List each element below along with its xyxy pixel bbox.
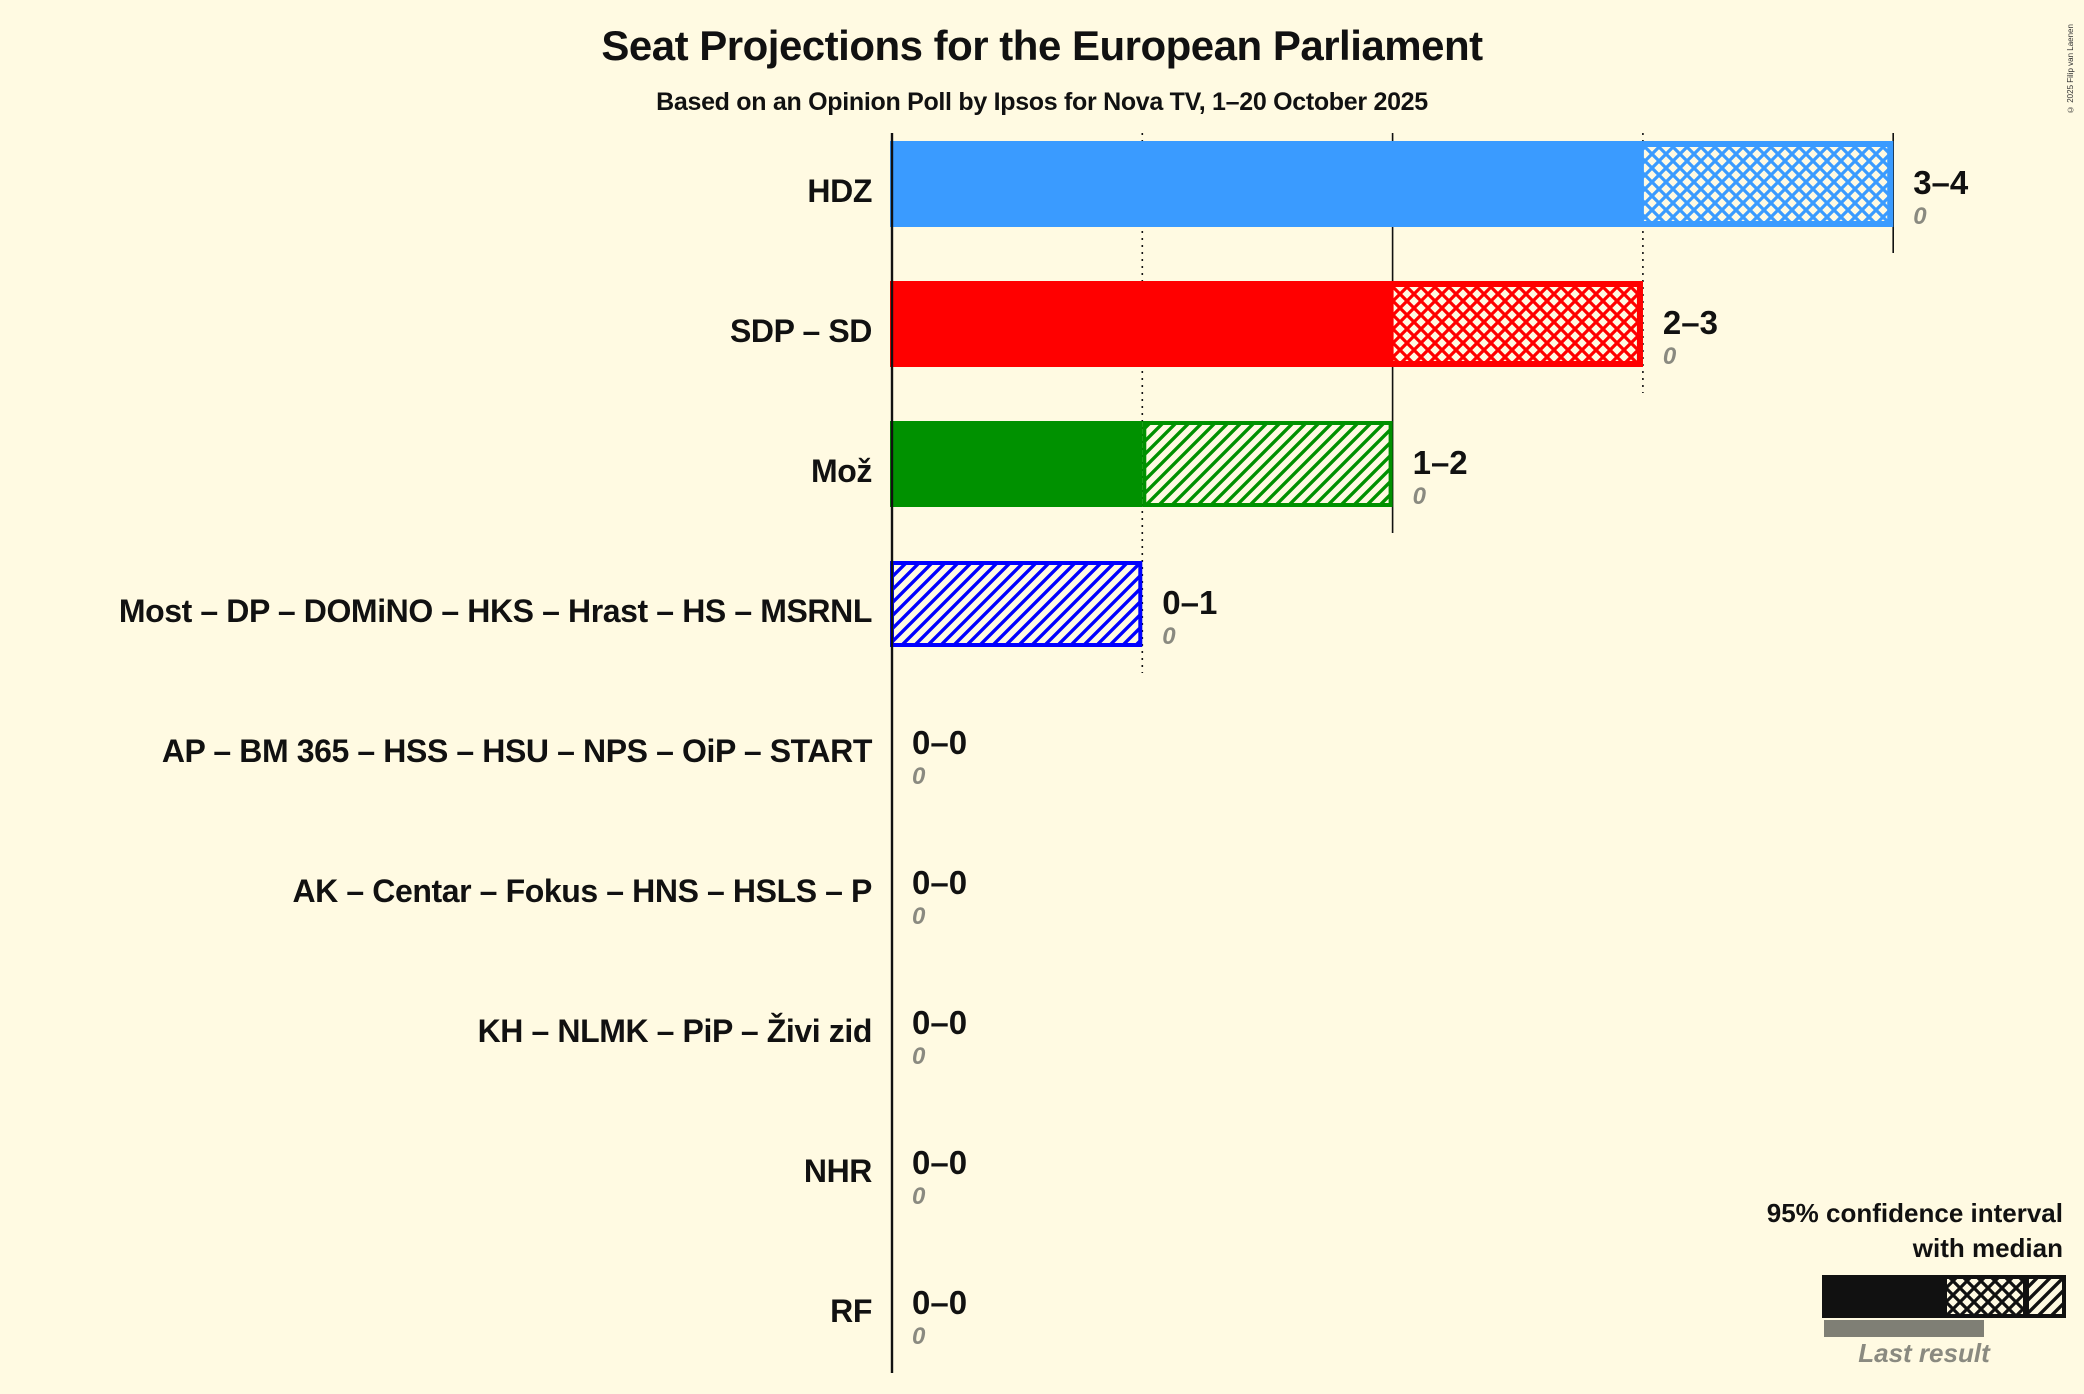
median-bar bbox=[890, 421, 1143, 507]
legend-ci-upper-swatch bbox=[2025, 1275, 2066, 1318]
legend-title: 95% confidence interval with median bbox=[1767, 1196, 2063, 1266]
legend-last-result-label: Last result bbox=[1858, 1338, 1990, 1368]
party-label: SDP – SD bbox=[729, 313, 872, 349]
legend-title-line2: with median bbox=[1912, 1233, 2063, 1263]
party-label: Mož bbox=[810, 453, 872, 489]
range-label: 0–1 bbox=[1162, 584, 1218, 621]
last-result-label: 0 bbox=[912, 763, 926, 790]
legend-median-swatch bbox=[1822, 1275, 1944, 1318]
ci-bar bbox=[1643, 147, 1888, 221]
ci-bar bbox=[890, 561, 1143, 647]
legend-swatch bbox=[1822, 1275, 2066, 1337]
legend-ci-swatch bbox=[1943, 1275, 2027, 1318]
party-label: KH – NLMK – PiP – Živi zid bbox=[477, 1013, 873, 1049]
last-result-label: 0 bbox=[912, 903, 926, 930]
chart-title: Seat Projections for the European Parlia… bbox=[601, 22, 1483, 69]
range-label: 0–0 bbox=[912, 1004, 968, 1041]
bar-row bbox=[890, 281, 1643, 367]
bar-row bbox=[890, 421, 1393, 507]
last-result-label: 0 bbox=[912, 1043, 926, 1070]
bar-row bbox=[890, 561, 1143, 647]
party-label: HDZ bbox=[807, 173, 872, 209]
last-result-label: 0 bbox=[1162, 623, 1176, 650]
range-label: 2–3 bbox=[1662, 304, 1718, 341]
range-label: 3–4 bbox=[1913, 164, 1969, 201]
party-label: NHR bbox=[803, 1153, 873, 1189]
party-label: AK – Centar – Fokus – HNS – HSLS – P bbox=[292, 873, 872, 909]
bars bbox=[890, 141, 1894, 647]
last-result-label: 0 bbox=[912, 1183, 926, 1210]
last-result-label: 0 bbox=[1662, 343, 1677, 370]
party-label: AP – BM 365 – HSS – HSU – NPS – OiP – ST… bbox=[161, 733, 873, 769]
last-result-label: 0 bbox=[1913, 203, 1927, 230]
ci-bar bbox=[1393, 287, 1637, 361]
range-label: 1–2 bbox=[1412, 444, 1468, 481]
range-label: 0–0 bbox=[912, 724, 968, 761]
party-label: Most – DP – DOMiNO – HKS – Hrast – HS – … bbox=[118, 593, 873, 629]
range-label: 0–0 bbox=[912, 864, 968, 901]
last-result-label: 0 bbox=[912, 1323, 926, 1350]
range-label: 0–0 bbox=[912, 1144, 968, 1181]
chart-subtitle: Based on an Opinion Poll by Ipsos for No… bbox=[656, 88, 1428, 116]
bar-row bbox=[890, 141, 1894, 227]
legend-last-result-swatch bbox=[1824, 1320, 1984, 1337]
range-label: 0–0 bbox=[912, 1284, 968, 1321]
party-label: RF bbox=[830, 1293, 872, 1329]
last-result-label: 0 bbox=[1412, 483, 1426, 510]
legend-title-line1: 95% confidence interval bbox=[1766, 1198, 2063, 1228]
ci-bar bbox=[1142, 421, 1393, 507]
